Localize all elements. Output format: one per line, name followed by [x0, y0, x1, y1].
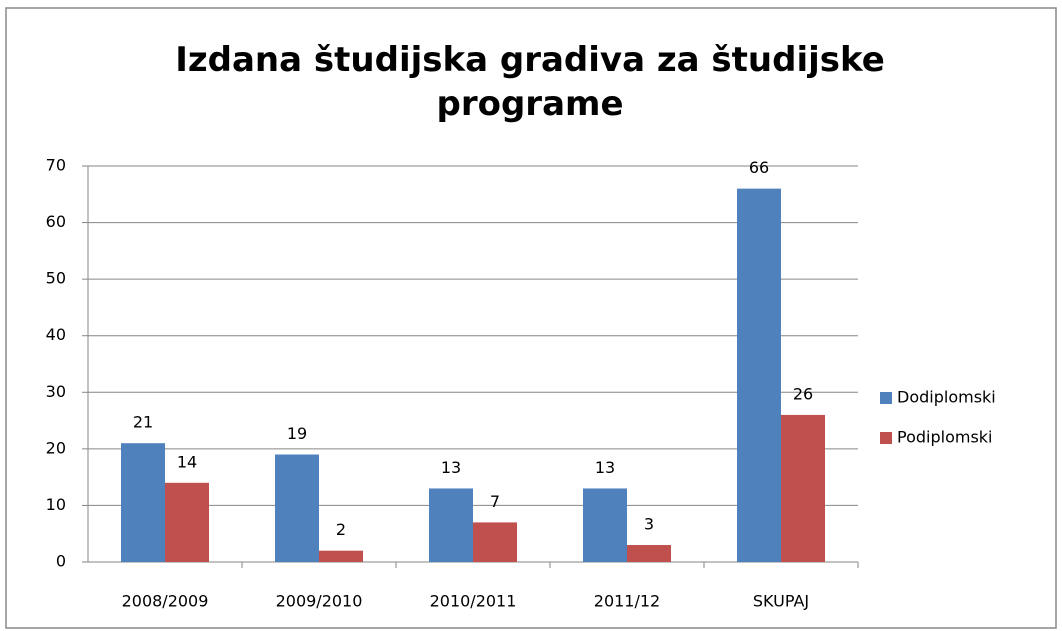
bar	[319, 550, 363, 562]
y-tick-label: 0	[56, 552, 66, 571]
value-label: 66	[749, 158, 769, 177]
y-tick-label: 10	[46, 495, 66, 514]
x-tick-label: SKUPAJ	[753, 592, 809, 611]
bar	[737, 188, 781, 562]
y-tick-label: 40	[46, 325, 66, 344]
y-tick-label: 20	[46, 438, 66, 457]
legend-label: Podiplomski	[897, 428, 993, 447]
bar	[429, 488, 473, 562]
y-tick-label: 60	[46, 212, 66, 231]
value-label: 13	[441, 458, 461, 477]
bar	[275, 454, 319, 562]
x-tick-label: 2010/2011	[430, 592, 517, 611]
y-tick-label: 30	[46, 382, 66, 401]
value-label: 19	[287, 424, 307, 443]
legend-swatch	[880, 392, 892, 404]
chart-title: Izdana študijska gradiva za študijske pr…	[175, 40, 885, 124]
legend-swatch	[880, 432, 892, 444]
value-label: 26	[793, 384, 813, 403]
y-tick-label: 70	[46, 156, 66, 175]
bar	[165, 482, 209, 562]
y-tick-label: 50	[46, 269, 66, 288]
bar	[121, 443, 165, 562]
bar	[781, 414, 825, 562]
legend-label: Dodiplomski	[897, 388, 996, 407]
bar	[583, 488, 627, 562]
value-label: 7	[490, 492, 500, 511]
value-label: 13	[595, 458, 615, 477]
value-label: 3	[644, 515, 654, 534]
x-tick-label: 2009/2010	[276, 592, 363, 611]
value-label: 14	[177, 452, 197, 471]
bar	[473, 522, 517, 562]
value-label: 2	[336, 520, 346, 539]
bar	[627, 545, 671, 562]
x-tick-label: 2011/12	[594, 592, 660, 611]
value-label: 21	[133, 413, 153, 432]
x-tick-label: 2008/2009	[122, 592, 209, 611]
